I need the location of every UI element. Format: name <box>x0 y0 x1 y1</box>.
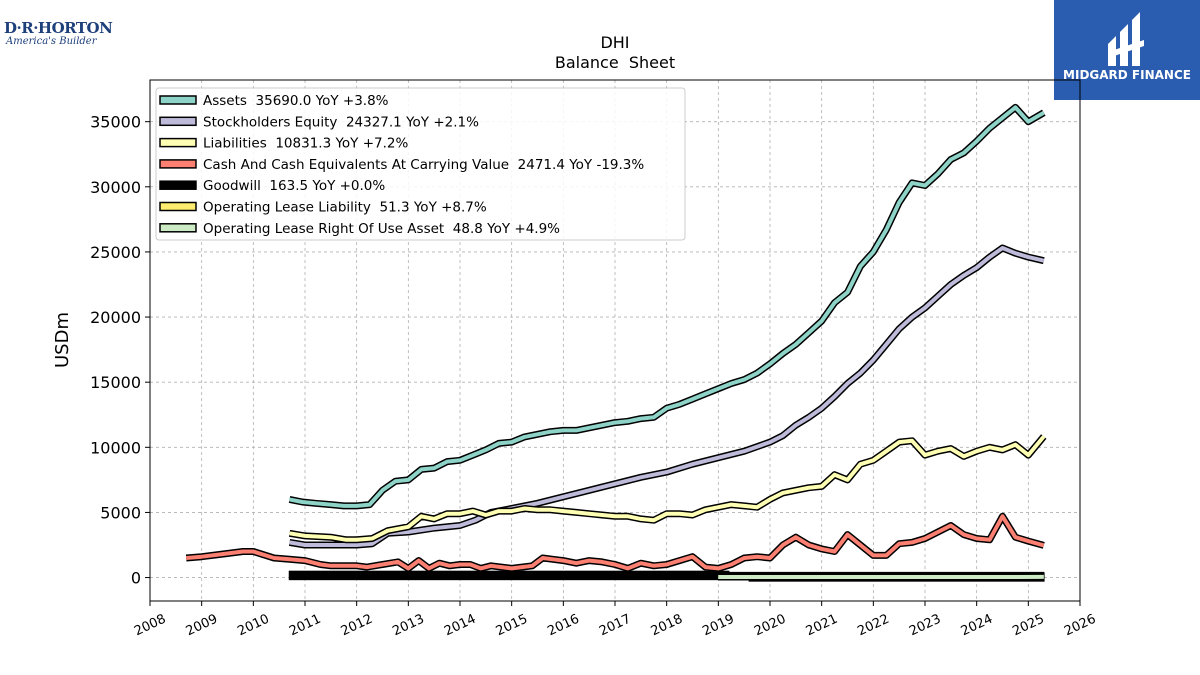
dr-horton-logo: D·R·HORTON America's Builder <box>4 20 114 56</box>
legend-entry-label: Assets 35690.0 YoY +3.8% <box>203 93 389 109</box>
x-tick-label: 2009 <box>184 612 220 640</box>
legend-swatch <box>159 223 197 233</box>
x-tick-label: 2025 <box>1010 612 1046 640</box>
legend-entry-label: Stockholders Equity 24327.1 YoY +2.1% <box>203 114 479 130</box>
series-lines <box>185 103 1047 581</box>
x-tick-label: 2023 <box>907 612 943 640</box>
x-tick-label: 2026 <box>1062 612 1098 640</box>
logo-brand-text: D·R·HORTON <box>4 19 113 37</box>
chart-subtitle: Balance Sheet <box>555 53 675 72</box>
x-tick-label: 2022 <box>855 612 891 640</box>
legend-swatch <box>159 201 197 212</box>
x-tick-label: 2011 <box>287 612 323 640</box>
series-line <box>185 512 1045 572</box>
y-tick-label: 5000 <box>100 503 141 522</box>
x-tick-label: 2015 <box>494 612 530 640</box>
y-tick-label: 10000 <box>90 438 141 457</box>
legend-swatch <box>159 116 197 127</box>
legend-entry-label: Liabilities 10831.3 YoY +7.2% <box>203 136 408 152</box>
legend-entry-label: Operating Lease Liability 51.3 YoY +8.7% <box>203 200 487 216</box>
legend-swatch <box>159 159 197 169</box>
series-line <box>288 244 1045 549</box>
logo-name-text: MIDGARD FINANCE <box>1063 68 1191 82</box>
y-tick-label: 15000 <box>90 373 141 392</box>
y-tick-label: 0 <box>131 569 141 588</box>
y-tick-label: 35000 <box>90 113 141 132</box>
x-tick-label: 2008 <box>132 612 168 640</box>
logo-tagline-text: America's Builder <box>6 36 97 47</box>
legend-swatch <box>159 137 197 148</box>
y-tick-label: 25000 <box>90 243 141 262</box>
series-line <box>288 434 1047 544</box>
x-axis-ticks: 2008 2009 2010 2011 2012 2013 2014 2015 2016 2017… <box>132 601 1098 639</box>
x-tick-label: 2017 <box>597 612 633 640</box>
legend-swatch <box>159 95 197 105</box>
x-tick-label: 2014 <box>442 612 478 640</box>
y-tick-label: 30000 <box>90 178 141 197</box>
x-tick-label: 2013 <box>390 612 426 640</box>
x-tick-label: 2024 <box>959 612 995 640</box>
x-tick-label: 2019 <box>700 612 736 640</box>
legend-box <box>155 87 686 241</box>
midgard-mark-icon <box>1108 12 1144 66</box>
x-tick-label: 2012 <box>339 612 375 640</box>
legend-entry-label: Operating Lease Right Of Use Asset 48.8 … <box>203 221 560 237</box>
y-axis-label: USDm <box>52 312 73 368</box>
midgard-finance-logo: MIDGARD FINANCE <box>1054 0 1200 100</box>
legend-entry-label: Cash And Cash Equivalents At Carrying Va… <box>203 157 644 173</box>
x-tick-label: 2018 <box>649 612 685 640</box>
x-tick-label: 2010 <box>235 612 271 640</box>
legend-entry-label: Goodwill 163.5 YoY +0.0% <box>203 178 385 194</box>
series-line <box>288 103 1046 510</box>
x-tick-label: 2021 <box>804 612 840 640</box>
y-tick-label: 20000 <box>90 308 141 327</box>
x-tick-label: 2020 <box>752 612 788 640</box>
legend: Assets 35690.0 YoY +3.8% Stockholders Equ… <box>155 87 686 241</box>
y-axis-ticks: 0 5000 10000 15000 20000 25000 30000 35000 <box>90 113 150 588</box>
chart-title: DHI <box>600 33 629 52</box>
x-tick-label: 2016 <box>545 612 581 640</box>
legend-swatch <box>159 180 197 190</box>
